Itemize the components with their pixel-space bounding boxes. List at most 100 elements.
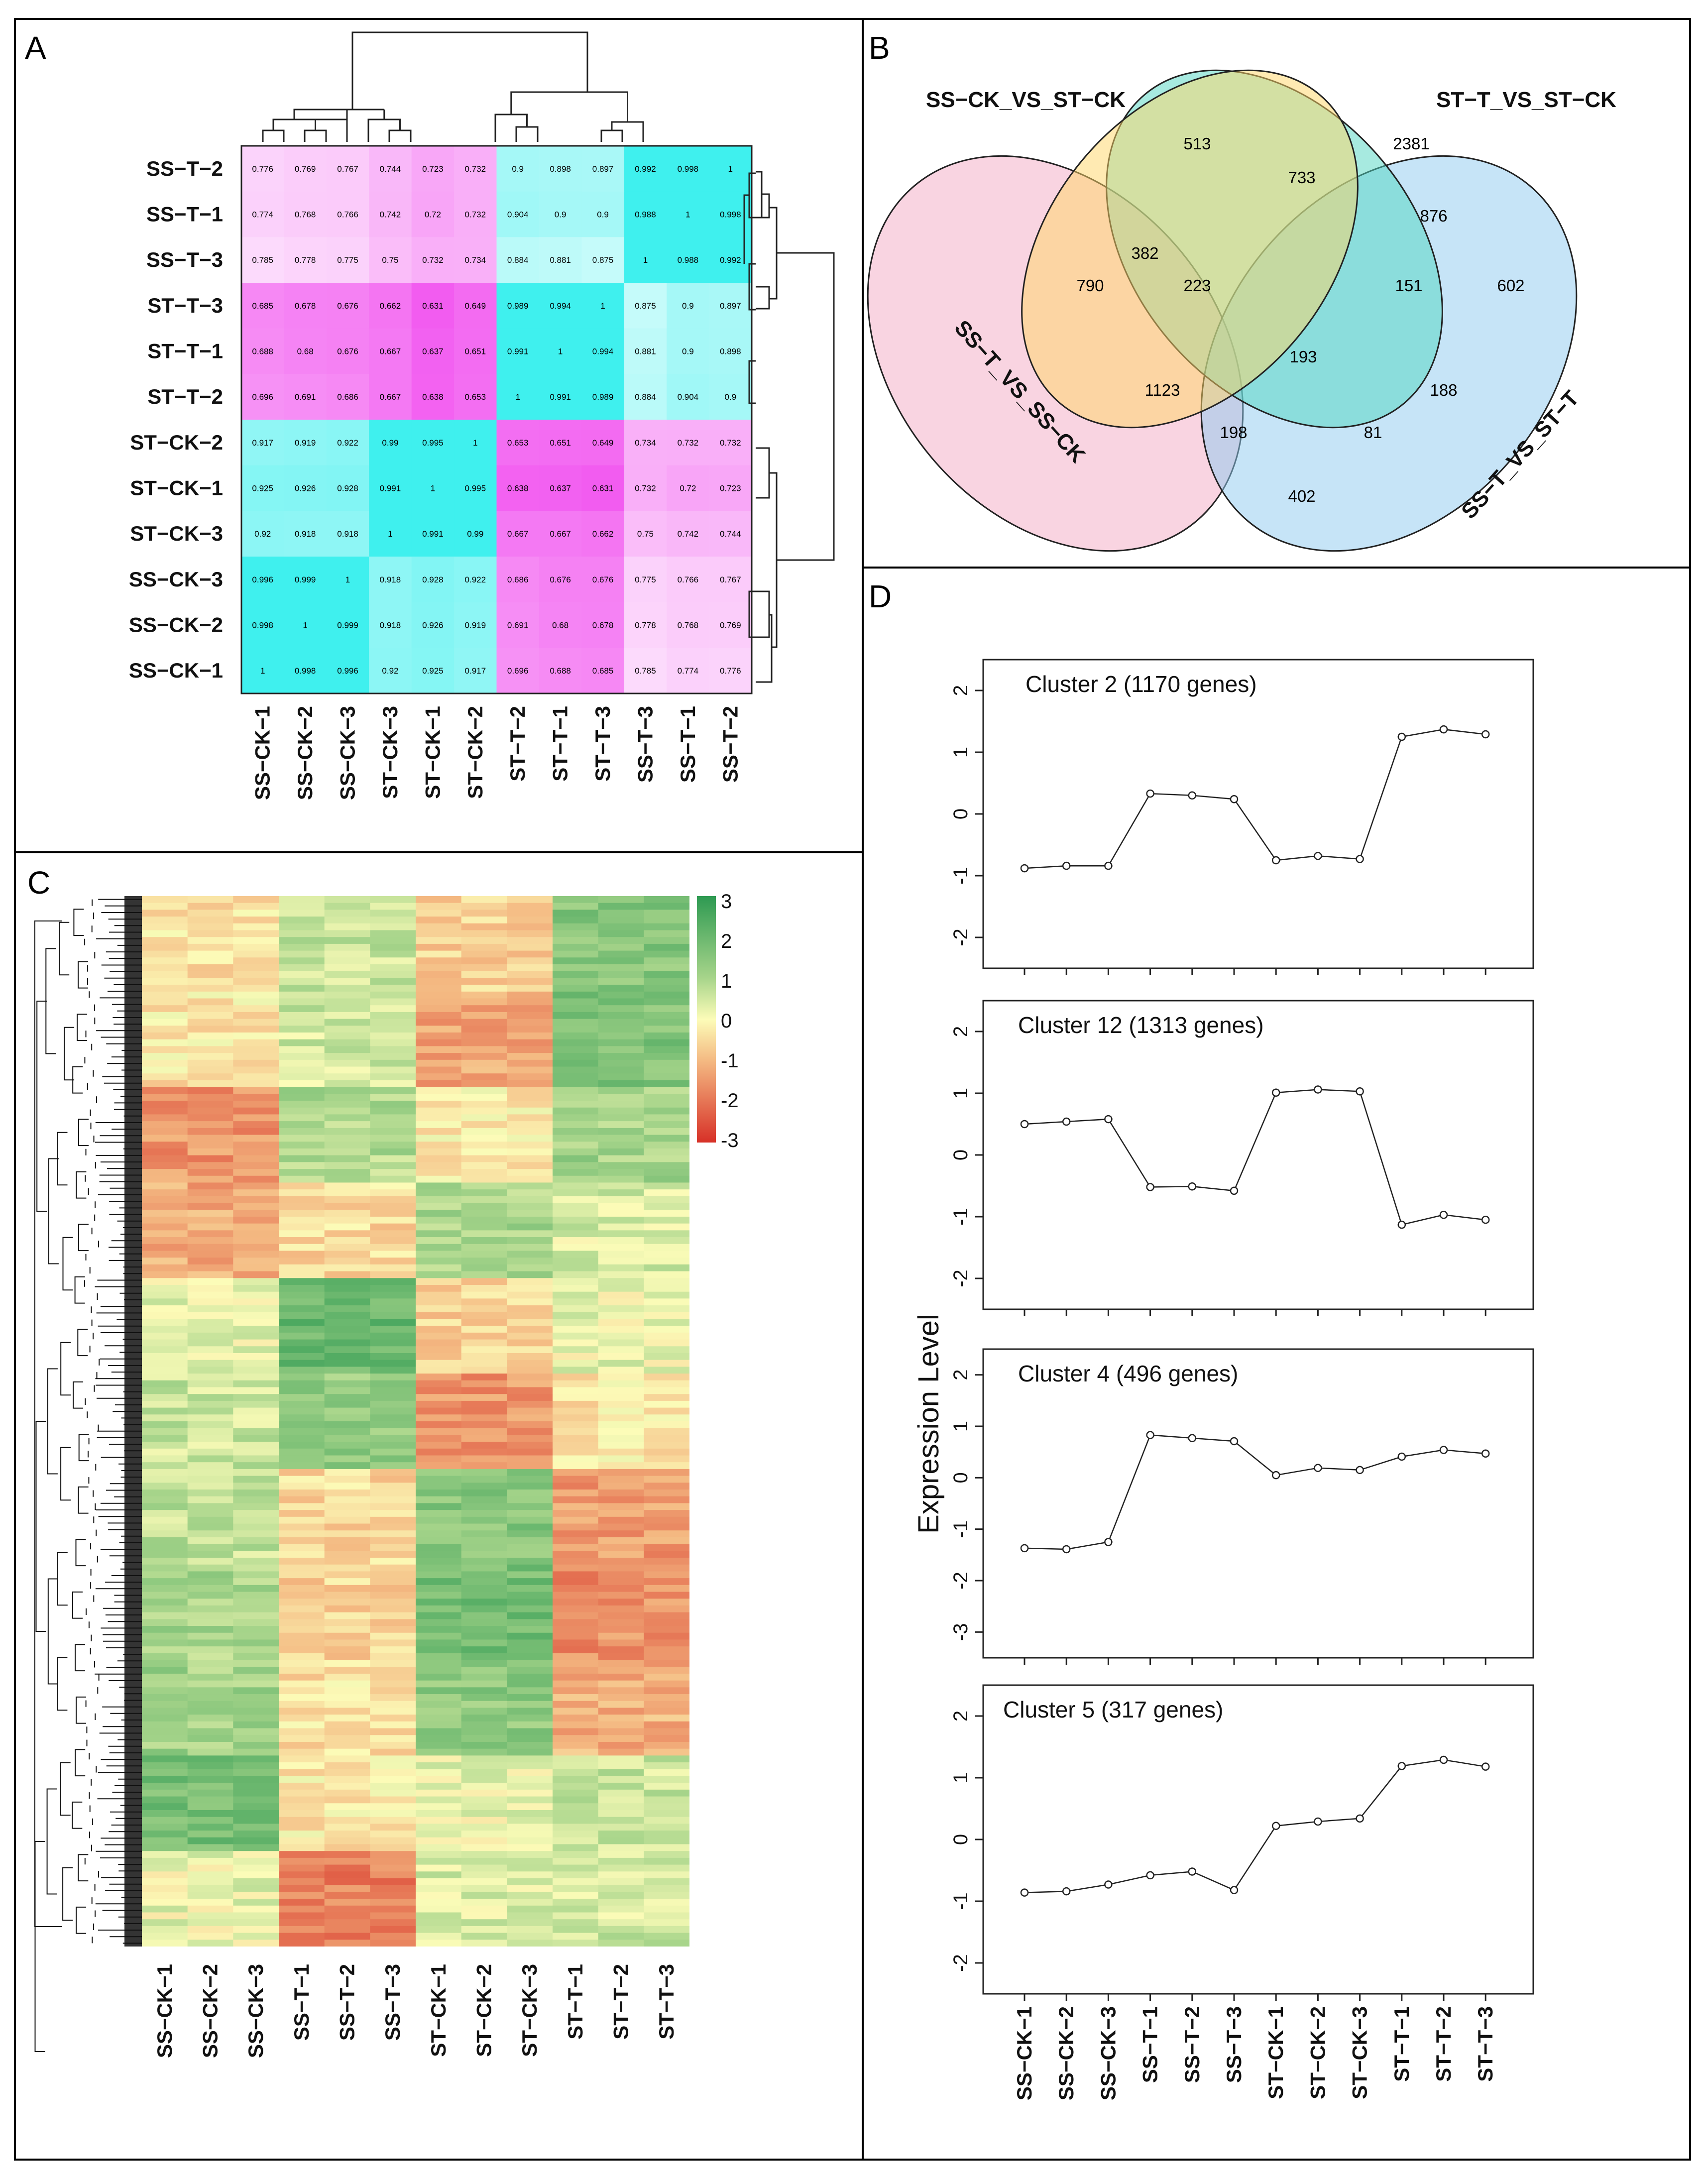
expression-cell [370,1694,416,1702]
expression-cell [461,923,507,931]
corr-value: 0.988 [678,255,699,265]
expression-cell [142,1490,188,1497]
corr-cell [709,374,752,420]
expression-cell [187,1483,233,1490]
expression-cell [461,1251,507,1258]
expression-cell [644,1680,689,1688]
corr-value: 0.676 [592,575,614,584]
expression-cell [553,1503,599,1510]
expression-cell [142,1544,188,1551]
expression-cell [416,1926,462,1934]
expression-cell [370,1073,416,1081]
expression-cell [598,1005,644,1013]
expression-cell [553,1694,599,1702]
corr-cell [496,465,540,511]
expression-cell [507,1135,553,1142]
expression-cell [279,1701,325,1709]
expression-cell [507,1264,553,1272]
expression-cell [187,1940,233,1947]
expression-cell [598,1210,644,1217]
expression-cell [416,1905,462,1913]
corr-value: 0.649 [465,301,486,311]
corr-cell [454,511,497,557]
expression-cell [644,1483,689,1490]
expression-cell [279,1271,325,1278]
expression-cell [187,1230,233,1238]
corr-cell [581,557,625,603]
expression-cell [233,971,279,979]
expression-cell [598,957,644,965]
corr-cell [241,602,284,648]
expression-cell [598,943,644,951]
expression-cell [324,1326,370,1333]
expression-cell [187,1660,233,1667]
corr-value: 1 [685,210,690,220]
expression-cell [553,1380,599,1388]
expression-cell [461,1851,507,1858]
expression-cell [370,1121,416,1129]
y-tick-label: 0 [950,1834,972,1845]
expression-cell [233,964,279,972]
expression-cell [233,1878,279,1886]
expression-cell [416,1776,462,1783]
expression-cell [507,1421,553,1429]
expression-cell [598,1496,644,1504]
expression-cell [279,1073,325,1081]
expression-cell [553,1114,599,1122]
corr-value: 0.691 [295,392,316,402]
expression-cell [461,1516,507,1524]
corr-cell [284,420,327,466]
expression-cell [598,1530,644,1538]
corr-value: 0.631 [422,301,444,311]
expression-cell [461,1837,507,1845]
expression-cell [598,1169,644,1176]
expression-cell [187,1810,233,1818]
corr-value: 0.775 [337,255,358,265]
expression-cell [142,903,188,911]
expression-cell [279,1837,325,1845]
corr-value: 0.686 [507,575,529,584]
corr-cell [241,557,284,603]
expression-cell [233,1469,279,1477]
expression-cell [142,1905,188,1913]
expression-cell [416,896,462,904]
expression-cell [416,1721,462,1729]
y-tick-label: 2 [950,1370,972,1380]
expression-cell [370,1783,416,1790]
cluster-data-point [1356,1814,1364,1823]
expression-cell [553,1585,599,1593]
expression-cell [461,1039,507,1047]
corr-value: 1 [345,575,350,584]
cluster-data-point [1356,855,1364,863]
expression-cell [142,950,188,958]
expression-cell [416,1148,462,1156]
expression-cell [279,1537,325,1545]
corr-cell [496,648,540,694]
legend-tick-label: 0 [721,1010,732,1032]
expression-cell [187,1291,233,1299]
expression-cell [324,1046,370,1053]
expression-cell [598,1558,644,1565]
expression-cell [507,1032,553,1040]
expression-cell [644,1169,689,1176]
expression-cell [553,1680,599,1688]
expression-cell [324,1810,370,1818]
expression-cell [233,1114,279,1122]
expression-cell [233,1544,279,1551]
expression-cell [279,1844,325,1851]
cluster-title: Cluster 5 (317 genes) [1003,1697,1223,1722]
expression-cell [279,1490,325,1497]
expression-cell [279,985,325,992]
corr-cell [624,511,667,557]
expression-cell [416,1899,462,1906]
legend-tick-label: 1 [721,970,732,992]
expression-cell [187,1919,233,1927]
expression-cell [416,1728,462,1735]
expression-cell [370,937,416,944]
expression-cell [416,1455,462,1463]
expression-cell [461,896,507,904]
y-tick-label: 2 [950,685,972,696]
expression-cell [187,1271,233,1278]
expression-cell [279,1012,325,1020]
expression-cell [370,1748,416,1756]
